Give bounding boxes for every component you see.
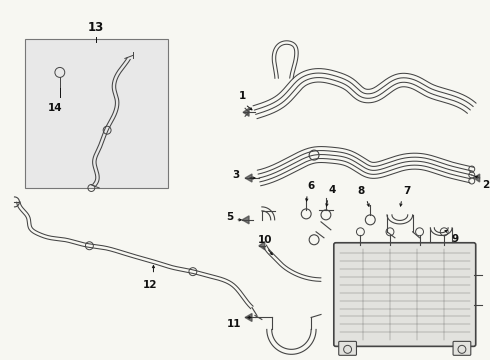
- Polygon shape: [243, 108, 249, 116]
- Text: 8: 8: [357, 186, 365, 196]
- Text: 13: 13: [88, 21, 104, 33]
- Text: 1: 1: [239, 91, 246, 101]
- Text: 6: 6: [307, 181, 315, 191]
- FancyBboxPatch shape: [339, 341, 356, 355]
- Polygon shape: [259, 242, 265, 250]
- FancyBboxPatch shape: [334, 243, 476, 346]
- Text: 9: 9: [451, 234, 458, 244]
- Text: 10: 10: [258, 235, 272, 245]
- Text: 4: 4: [329, 185, 336, 195]
- Polygon shape: [245, 314, 252, 321]
- Text: 5: 5: [226, 212, 233, 222]
- Polygon shape: [245, 174, 252, 182]
- Polygon shape: [474, 174, 480, 182]
- Bar: [25, 39, 168, 188]
- Text: 12: 12: [143, 280, 158, 289]
- Text: 2: 2: [482, 180, 489, 190]
- Text: 7: 7: [403, 186, 410, 196]
- Text: 11: 11: [227, 319, 241, 329]
- Text: 14: 14: [48, 103, 62, 113]
- Polygon shape: [242, 216, 249, 224]
- FancyBboxPatch shape: [453, 341, 471, 355]
- Text: 3: 3: [232, 170, 239, 180]
